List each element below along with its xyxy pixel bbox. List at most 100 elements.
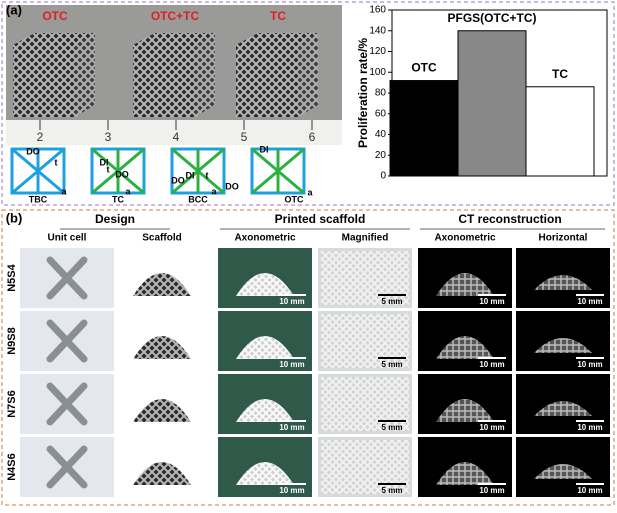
column-header: Axonometric <box>234 233 296 244</box>
group-header: Printed scaffold <box>275 212 366 226</box>
scaffold-dome <box>436 273 494 296</box>
y-tick-label: 160 <box>369 5 386 16</box>
ruler-number: 6 <box>309 130 316 144</box>
column-header: Unit cell <box>48 233 87 244</box>
photo-label: TC <box>270 9 286 23</box>
bar-label: TC <box>552 67 568 81</box>
photo-label: OTC+TC <box>151 9 200 23</box>
bar-label: OTC <box>411 61 437 75</box>
cube-side <box>75 33 95 117</box>
cube-top <box>13 33 95 45</box>
y-tick-label: 20 <box>375 150 387 161</box>
row-label: N5S4 <box>6 263 18 291</box>
scale-bar-label: 10 mm <box>279 486 304 495</box>
y-tick-label: 0 <box>380 171 386 182</box>
cube-top <box>236 33 318 45</box>
group-header: CT reconstruction <box>458 212 561 226</box>
scale-bar-label: 10 mm <box>577 360 602 369</box>
scale-bar-label: 5 mm <box>382 486 403 495</box>
unit-cell-annotation: DI <box>100 157 109 167</box>
scaffold-dome <box>534 464 592 479</box>
y-axis-label: Proliferation rate/% <box>356 38 370 148</box>
scale-bar-label: 10 mm <box>479 423 504 432</box>
scale-bar-label: 10 mm <box>279 360 304 369</box>
scaffold-dome <box>534 275 592 290</box>
scale-bar-label: 5 mm <box>382 297 403 306</box>
unit-cell-struts <box>91 147 145 195</box>
row-label: N9S8 <box>6 327 18 355</box>
cube-front <box>13 45 75 117</box>
scale-bar-label: 10 mm <box>479 297 504 306</box>
bar <box>525 86 595 177</box>
scale-bar-label: 10 mm <box>577 423 602 432</box>
unit-cell-struts <box>11 147 65 195</box>
scale-bar-label: 5 mm <box>382 423 403 432</box>
group-header: Design <box>95 212 135 226</box>
scaffold-dome <box>236 462 294 485</box>
unit-cell-shape <box>46 319 88 363</box>
scaffold-dome <box>133 273 191 296</box>
scale-bar-label: 10 mm <box>479 486 504 495</box>
column-header: Scaffold <box>142 233 181 244</box>
panel-label: (b) <box>6 210 23 225</box>
unit-cell-annotation: DO <box>171 175 185 185</box>
panel-a-border <box>1 1 615 206</box>
unit-cell-annotation: a <box>211 186 217 196</box>
unit-cell-annotation: DO <box>225 181 239 191</box>
unit-cell-annotation: DO <box>26 146 40 156</box>
y-tick-label: 40 <box>375 129 387 140</box>
y-tick-label: 80 <box>375 88 387 99</box>
scaffold-dome <box>133 399 191 422</box>
y-tick-label: 140 <box>369 25 386 36</box>
unit-cell-name: BCC <box>188 194 208 204</box>
cube-front <box>133 45 195 117</box>
unit-cell-annotation: DI <box>260 144 269 154</box>
scaffold-dome <box>436 336 494 359</box>
scaffold-dome <box>133 462 191 485</box>
y-tick-label: 120 <box>369 46 386 57</box>
scale-bar-label: 10 mm <box>577 297 602 306</box>
row-label: N7S6 <box>6 390 18 418</box>
unit-cell-name: TBC <box>29 194 48 204</box>
scale-bar-label: 10 mm <box>279 423 304 432</box>
panel-label: (a) <box>6 2 22 17</box>
scaffold-dome <box>534 401 592 416</box>
unit-cell-shape <box>46 382 88 426</box>
bar-label: PFGS(OTC+TC) <box>448 11 537 25</box>
cube-side <box>298 33 318 117</box>
scaffold-dome <box>534 338 592 353</box>
y-tick-label: 60 <box>375 108 387 119</box>
column-header: Axonometric <box>434 233 496 244</box>
photo-label: OTC <box>42 9 68 23</box>
scaffold-dome <box>236 336 294 359</box>
bar <box>457 30 527 177</box>
scaffold-dome <box>236 399 294 422</box>
bar <box>389 80 459 177</box>
cube-top <box>133 33 215 45</box>
ruler-number: 3 <box>105 130 112 144</box>
unit-cell-struts <box>171 147 225 195</box>
unit-cell-annotation: a <box>307 187 313 197</box>
ruler-number: 2 <box>37 130 44 144</box>
unit-cell-annotation: a <box>61 186 67 196</box>
y-tick-label: 100 <box>369 67 386 78</box>
unit-cell-annotation: DI <box>186 170 195 180</box>
unit-cell-annotation: t <box>107 164 110 174</box>
ruler-number: 5 <box>241 130 248 144</box>
cube-front <box>236 45 298 117</box>
row-label: N4S6 <box>6 453 18 481</box>
scale-bar-label: 5 mm <box>382 360 403 369</box>
unit-cell-shape <box>46 445 88 489</box>
unit-cell-annotation: a <box>125 186 131 196</box>
unit-cell-annotation: t <box>206 170 209 180</box>
ruler-number: 4 <box>173 130 180 144</box>
ruler <box>6 120 342 145</box>
column-header: Horizontal <box>539 233 588 244</box>
unit-cell-name: TC <box>112 194 124 204</box>
scaffold-dome <box>436 399 494 422</box>
unit-cell-struts <box>251 147 305 195</box>
cube-side <box>195 33 215 117</box>
unit-cell-annotation: t <box>55 157 58 167</box>
